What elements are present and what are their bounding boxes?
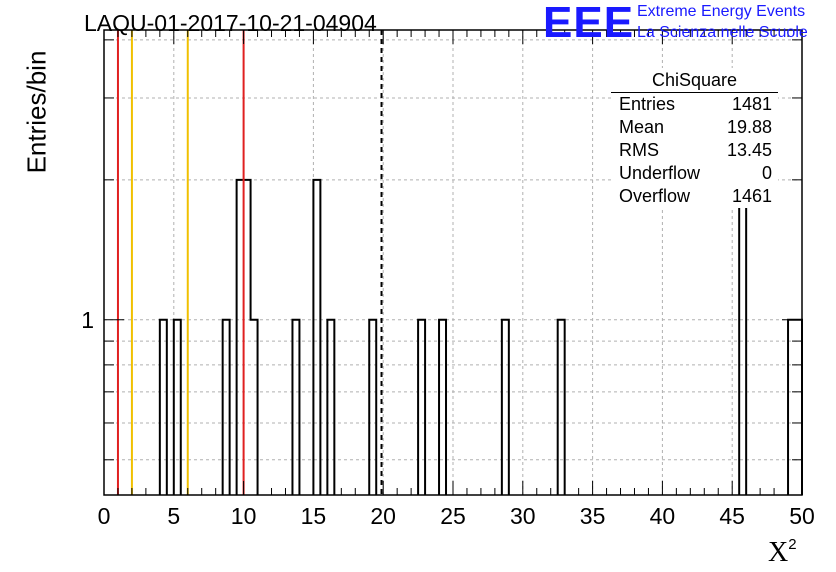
marker-lines xyxy=(116,30,383,495)
eee-logo: EEE xyxy=(543,0,635,47)
logo-subtitle-2: La Scienza nelle Scuole xyxy=(637,24,808,41)
histogram-bin xyxy=(556,318,566,495)
x-tick-label: 40 xyxy=(650,503,676,529)
x-tick-label: 5 xyxy=(167,503,180,529)
stats-box: ChiSquare Entries 1481 Mean 19.88 RMS 13… xyxy=(611,68,778,208)
x-tick-label: 50 xyxy=(789,503,815,529)
stats-label: Mean xyxy=(619,117,665,137)
stats-value: 1481 xyxy=(731,94,772,114)
stats-value: 1461 xyxy=(731,186,772,206)
stats-row-overflow: Overflow 1461 xyxy=(611,185,778,208)
axis-ticks xyxy=(103,30,803,495)
stats-label: Overflow xyxy=(619,186,691,206)
x-axis-label-base: X xyxy=(768,537,789,568)
stats-label: Entries xyxy=(619,94,676,114)
stats-label: RMS xyxy=(619,140,659,160)
histogram-bin xyxy=(235,178,259,495)
y-axis-label: Entries/bin xyxy=(21,50,52,174)
histogram-bin xyxy=(291,318,301,495)
tick-labels: 0 5 10 15 20 25 30 35 40 45 50 1 xyxy=(81,307,815,529)
x-tick-label: 20 xyxy=(370,503,396,529)
stats-row-mean: Mean 19.88 xyxy=(611,116,778,139)
x-axis-label: X2 xyxy=(768,536,797,569)
x-tick-label: 0 xyxy=(98,503,111,529)
histogram xyxy=(158,178,803,495)
histogram-bin xyxy=(221,318,231,495)
histogram-bin xyxy=(738,178,748,495)
x-axis-label-superscript: 2 xyxy=(788,536,797,553)
histogram-bin xyxy=(368,318,378,495)
histogram-bin xyxy=(326,318,336,495)
stats-value: 19.88 xyxy=(726,117,772,137)
stats-row-entries: Entries 1481 xyxy=(611,93,778,116)
stats-row-underflow: Underflow 0 xyxy=(611,162,778,185)
x-tick-label: 10 xyxy=(231,503,257,529)
x-tick-label: 30 xyxy=(510,503,536,529)
x-tick-label: 45 xyxy=(719,503,745,529)
x-tick-label: 35 xyxy=(580,503,606,529)
logo-subtitle-1: Extreme Energy Events xyxy=(637,3,806,20)
stats-value: 13.45 xyxy=(726,140,772,160)
stats-title: ChiSquare xyxy=(611,68,778,93)
stats-value: 0 xyxy=(761,163,772,183)
histogram-bin xyxy=(787,318,803,495)
histogram-bin xyxy=(312,178,322,495)
y-tick-label: 1 xyxy=(81,307,94,333)
chart-title: LAQU-01-2017-10-21-04904 xyxy=(84,10,377,36)
histogram-bin xyxy=(438,318,448,495)
grid-lines xyxy=(104,30,802,495)
histogram-bin xyxy=(417,318,427,495)
stats-label: Underflow xyxy=(619,163,701,183)
histogram-bin xyxy=(172,318,182,495)
histogram-bin xyxy=(158,318,168,495)
x-tick-label: 15 xyxy=(301,503,327,529)
x-tick-label: 25 xyxy=(440,503,466,529)
stats-row-rms: RMS 13.45 xyxy=(611,139,778,162)
histogram-bin xyxy=(500,318,510,495)
